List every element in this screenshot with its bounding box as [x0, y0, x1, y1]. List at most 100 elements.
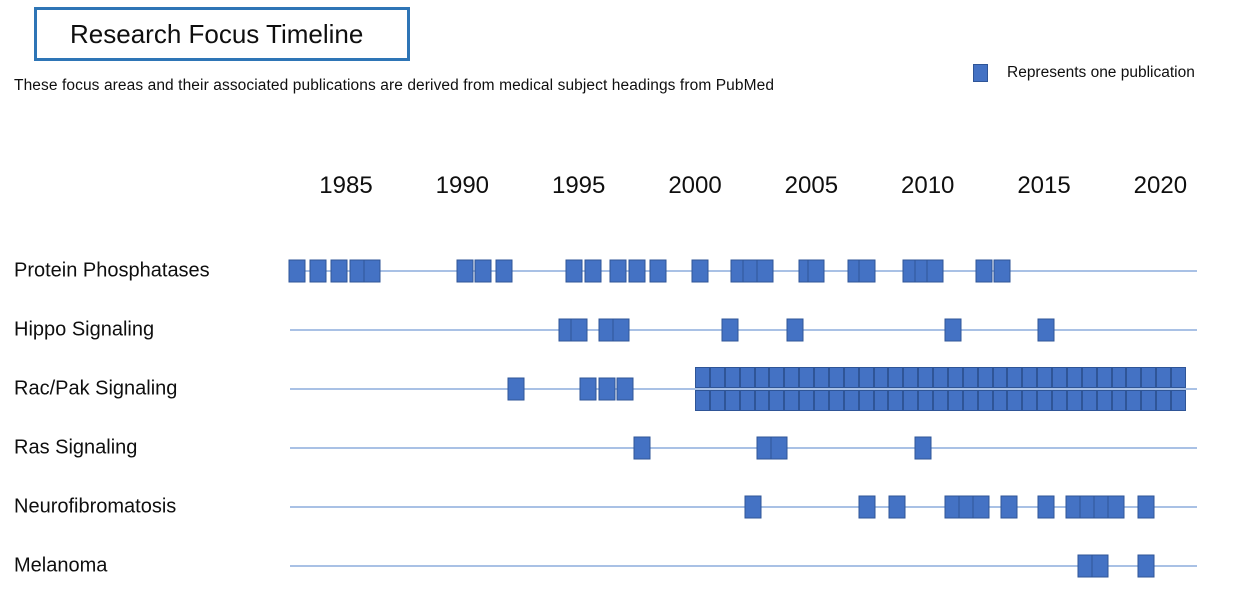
publication-block-square	[962, 390, 978, 411]
publication-marker	[456, 259, 474, 283]
publication-marker	[649, 259, 667, 283]
publication-block-square	[903, 390, 919, 411]
publication-marker	[1091, 554, 1109, 578]
publication-marker	[770, 436, 788, 460]
publication-marker	[993, 259, 1011, 283]
publication-marker	[972, 495, 990, 519]
publication-marker	[570, 318, 588, 342]
publication-marker	[926, 259, 944, 283]
publication-block-square	[933, 367, 948, 388]
publication-marker	[1037, 495, 1055, 519]
publication-marker	[914, 436, 932, 460]
publication-marker	[507, 377, 525, 401]
publication-block-square	[1037, 390, 1053, 411]
publication-marker	[944, 318, 962, 342]
publication-block-square	[709, 367, 725, 388]
publication-block-square	[888, 390, 904, 411]
publication-marker	[807, 259, 825, 283]
timeline-row-line	[290, 329, 1197, 331]
publication-block-square	[724, 390, 740, 411]
publication-block-row	[695, 390, 1186, 411]
publication-block-square	[873, 390, 889, 411]
publication-block-square	[769, 390, 785, 411]
publication-block-row	[695, 367, 1186, 388]
timeline-row-label: Melanoma	[14, 554, 108, 577]
publication-block-square	[799, 367, 815, 388]
publication-marker	[495, 259, 513, 283]
publication-marker	[721, 318, 739, 342]
publication-marker	[628, 259, 646, 283]
publication-block-square	[695, 390, 710, 411]
axis-year-label: 2015	[1017, 172, 1071, 199]
publication-marker	[565, 259, 583, 283]
publication-block-square	[1096, 367, 1112, 388]
publication-block-square	[1126, 390, 1142, 411]
timeline-row-line	[290, 388, 1197, 390]
axis-year-label: 2000	[668, 172, 722, 199]
timeline-row-line	[290, 565, 1197, 567]
publication-marker	[1000, 495, 1018, 519]
publication-marker	[584, 259, 602, 283]
publication-block-square	[1052, 390, 1067, 411]
subtitle-text: These focus areas and their associated p…	[14, 77, 775, 94]
publication-block-square	[858, 367, 874, 388]
publication-square-icon	[973, 64, 988, 82]
publication-block-square	[1171, 390, 1186, 411]
publication-block-square	[873, 367, 889, 388]
publication-block-square	[1007, 390, 1023, 411]
axis-year-label: 1985	[319, 172, 373, 199]
publication-marker	[609, 259, 627, 283]
publication-block-square	[799, 390, 815, 411]
publication-block-square	[1037, 367, 1053, 388]
publication-block-square	[1156, 367, 1172, 388]
publication-block	[695, 367, 1186, 413]
axis-year-label: 2005	[784, 172, 839, 199]
publication-block-square	[695, 367, 710, 388]
publication-marker	[858, 495, 876, 519]
publication-block-square	[1066, 367, 1082, 388]
publication-block-square	[769, 367, 785, 388]
publication-marker	[786, 318, 804, 342]
publication-marker	[288, 259, 306, 283]
publication-marker	[579, 377, 597, 401]
publication-block-square	[1007, 367, 1023, 388]
axis-year-label: 2020	[1133, 172, 1188, 199]
publication-marker	[744, 495, 762, 519]
publication-marker	[616, 377, 634, 401]
timeline-row-label: Rac/Pak Signaling	[14, 377, 178, 400]
publication-block-square	[784, 390, 800, 411]
publication-marker	[363, 259, 381, 283]
publication-marker	[1137, 554, 1155, 578]
publication-block-square	[724, 367, 740, 388]
publication-block-square	[843, 390, 859, 411]
publication-marker	[612, 318, 630, 342]
publication-block-square	[1141, 367, 1157, 388]
publication-block-square	[1111, 390, 1127, 411]
page-title: Research Focus Timeline	[70, 18, 364, 49]
publication-block-square	[918, 390, 934, 411]
publication-block-square	[962, 367, 978, 388]
publication-block-square	[1022, 390, 1038, 411]
publication-block-square	[754, 390, 770, 411]
publication-block-square	[1171, 367, 1186, 388]
publication-block-square	[977, 390, 993, 411]
publication-block-square	[947, 367, 963, 388]
publication-block-square	[814, 390, 829, 411]
publication-marker	[1107, 495, 1125, 519]
publication-block-square	[1111, 367, 1127, 388]
publication-marker	[888, 495, 906, 519]
publication-block-square	[903, 367, 919, 388]
publication-marker	[691, 259, 709, 283]
timeline-row-line	[290, 447, 1197, 449]
publication-block-square	[1126, 367, 1142, 388]
publication-block-square	[1081, 390, 1097, 411]
timeline-row-label: Neurofibromatosis	[14, 495, 177, 518]
publication-block-square	[992, 390, 1008, 411]
publication-block-square	[843, 367, 859, 388]
publication-block-square	[1141, 390, 1157, 411]
publication-marker	[330, 259, 348, 283]
publication-block-square	[1156, 390, 1172, 411]
publication-marker	[858, 259, 876, 283]
publication-block-square	[754, 367, 770, 388]
